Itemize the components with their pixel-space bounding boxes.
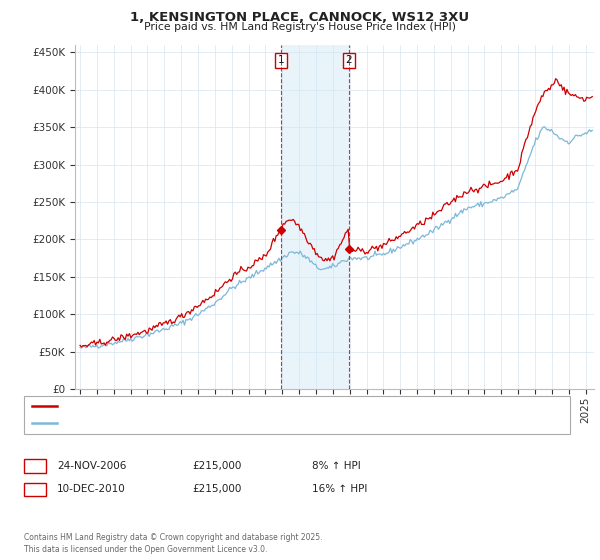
Bar [281, 45, 349, 389]
Text: 16% ↑ HPI: 16% ↑ HPI [312, 484, 367, 494]
Text: 2: 2 [346, 55, 352, 65]
Text: £215,000: £215,000 [192, 461, 241, 471]
Text: 10-DEC-2010: 10-DEC-2010 [57, 484, 126, 494]
Text: 2: 2 [31, 484, 38, 494]
Text: 8% ↑ HPI: 8% ↑ HPI [312, 461, 361, 471]
Text: Price paid vs. HM Land Registry's House Price Index (HPI): Price paid vs. HM Land Registry's House … [144, 22, 456, 32]
Text: £215,000: £215,000 [192, 484, 241, 494]
Text: Contains HM Land Registry data © Crown copyright and database right 2025.
This d: Contains HM Land Registry data © Crown c… [24, 533, 323, 554]
Text: HPI: Average price, detached house, Cannock Chase: HPI: Average price, detached house, Cann… [62, 418, 318, 428]
Text: 1: 1 [278, 55, 284, 65]
Text: 24-NOV-2006: 24-NOV-2006 [57, 461, 127, 471]
Text: 1, KENSINGTON PLACE, CANNOCK, WS12 3XU (detached house): 1, KENSINGTON PLACE, CANNOCK, WS12 3XU (… [62, 401, 374, 411]
Text: 1, KENSINGTON PLACE, CANNOCK, WS12 3XU: 1, KENSINGTON PLACE, CANNOCK, WS12 3XU [130, 11, 470, 24]
Text: 1: 1 [31, 461, 38, 471]
